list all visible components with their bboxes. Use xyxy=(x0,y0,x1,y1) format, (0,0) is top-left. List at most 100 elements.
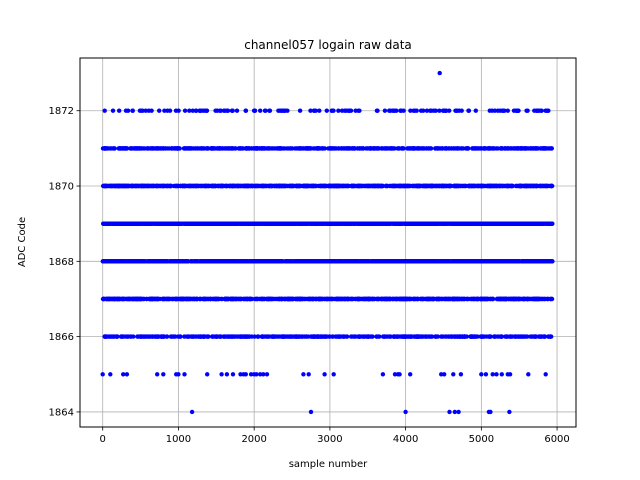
data-point xyxy=(206,221,212,226)
data-point xyxy=(526,372,531,377)
data-points xyxy=(100,70,555,415)
data-point xyxy=(385,296,390,302)
data-point xyxy=(366,296,371,302)
data-point xyxy=(338,296,344,302)
data-point xyxy=(148,259,153,264)
data-point xyxy=(267,296,273,302)
data-point xyxy=(263,221,268,226)
data-point xyxy=(379,296,385,302)
data-point xyxy=(433,259,439,264)
data-point xyxy=(455,296,461,302)
data-point xyxy=(282,334,287,339)
data-point xyxy=(259,296,265,302)
data-point xyxy=(121,372,126,377)
data-point xyxy=(238,372,243,377)
data-point xyxy=(317,259,322,264)
data-point xyxy=(488,409,493,415)
data-point xyxy=(450,296,455,302)
data-point xyxy=(406,334,411,339)
data-point xyxy=(358,259,363,264)
data-point xyxy=(427,221,432,226)
data-point xyxy=(238,296,244,302)
data-point xyxy=(491,334,497,339)
data-point xyxy=(447,409,452,415)
data-point xyxy=(371,221,376,226)
data-point xyxy=(256,259,261,264)
data-point xyxy=(526,221,531,226)
data-point xyxy=(185,334,190,339)
data-point xyxy=(523,334,529,339)
data-point xyxy=(433,334,439,339)
data-point xyxy=(304,259,310,264)
data-point xyxy=(196,334,202,339)
data-point xyxy=(384,221,389,226)
data-point xyxy=(355,221,360,226)
data-point xyxy=(455,334,460,339)
data-point xyxy=(331,372,336,377)
data-point xyxy=(108,296,113,302)
data-point xyxy=(156,334,161,339)
data-point xyxy=(263,334,268,339)
data-point xyxy=(377,334,382,339)
data-point xyxy=(452,409,457,415)
data-point xyxy=(351,334,356,339)
data-point xyxy=(293,334,299,339)
data-point xyxy=(443,259,449,264)
data-point xyxy=(500,221,506,226)
data-point xyxy=(490,372,495,377)
data-point xyxy=(127,296,133,302)
data-point xyxy=(517,334,523,339)
data-point xyxy=(230,372,236,377)
data-point xyxy=(344,296,350,302)
data-point xyxy=(460,334,465,339)
data-point xyxy=(126,221,131,226)
data-point xyxy=(467,221,473,226)
data-point xyxy=(503,259,509,264)
data-point xyxy=(214,334,219,339)
data-point xyxy=(247,334,252,339)
data-point xyxy=(525,296,530,302)
data-point xyxy=(514,296,519,302)
data-point xyxy=(277,221,283,226)
data-point xyxy=(121,221,126,226)
data-point xyxy=(322,372,327,377)
data-point xyxy=(430,259,436,264)
data-point xyxy=(264,259,269,264)
data-point xyxy=(413,259,418,264)
data-point xyxy=(229,221,234,226)
data-point xyxy=(335,259,340,264)
data-point xyxy=(121,296,127,302)
data-point xyxy=(416,221,421,226)
data-point xyxy=(435,221,441,226)
data-point xyxy=(545,259,551,264)
data-point xyxy=(154,296,159,302)
data-point xyxy=(161,372,166,377)
data-point xyxy=(473,334,478,339)
data-point xyxy=(508,296,513,302)
data-point xyxy=(364,221,369,226)
data-point xyxy=(513,259,518,264)
data-point xyxy=(451,372,456,377)
data-point xyxy=(285,334,290,339)
data-point xyxy=(311,221,316,226)
data-point xyxy=(351,221,357,226)
data-point xyxy=(448,334,453,339)
data-point xyxy=(443,334,448,339)
data-point xyxy=(329,259,334,264)
data-point xyxy=(108,372,113,377)
data-point xyxy=(370,296,375,302)
data-point xyxy=(539,296,544,302)
data-point xyxy=(523,259,528,264)
data-point xyxy=(128,259,133,264)
data-point xyxy=(414,296,419,302)
data-point xyxy=(306,334,311,339)
data-point xyxy=(484,296,489,302)
data-point xyxy=(456,259,461,264)
data-point xyxy=(108,259,113,264)
data-point xyxy=(255,221,260,226)
data-point xyxy=(103,259,109,264)
data-point xyxy=(285,259,291,264)
data-point xyxy=(294,296,299,302)
data-point xyxy=(286,221,292,226)
data-point xyxy=(442,372,447,377)
